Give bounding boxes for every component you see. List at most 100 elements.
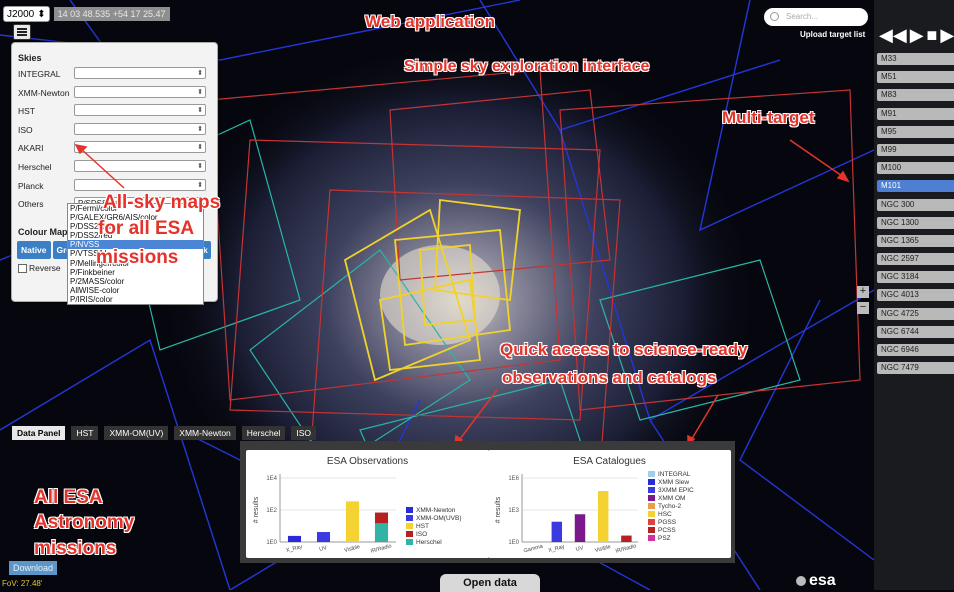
target-item[interactable]: NGC 1300 <box>877 216 954 229</box>
target-item[interactable]: M83 <box>877 89 954 102</box>
annotation-quick-1: Quick access to science-ready <box>500 340 748 359</box>
sky-row: ISO ⬍ <box>18 122 213 137</box>
back-button[interactable]: k <box>200 241 211 259</box>
y-axis-label: # results <box>495 496 502 523</box>
menu-icon[interactable] <box>13 24 31 40</box>
sky-row: Herschel ⬍ <box>18 160 213 174</box>
sky-row-label: HST <box>18 106 35 117</box>
tab-iso[interactable]: ISO <box>291 426 316 440</box>
target-item[interactable]: M95 <box>877 125 954 138</box>
sky-select[interactable]: ⬍ <box>74 104 206 117</box>
open-data-tab[interactable]: Open data <box>440 574 540 592</box>
play-icon[interactable]: ▶ <box>909 24 924 45</box>
legend-label: XMM Slew <box>658 479 689 486</box>
legend-label: PSZ <box>658 535 671 542</box>
sky-row: AKARI ⬍ <box>18 141 213 155</box>
target-item[interactable]: NGC 6946 <box>877 344 954 356</box>
bar <box>551 521 563 542</box>
upload-target-list-link[interactable]: Upload target list <box>800 30 866 39</box>
target-item[interactable]: M33 <box>877 53 954 65</box>
dropdown-option[interactable]: P/Finkbeiner <box>70 267 115 277</box>
annotation-esa-2: Astronomy <box>34 512 135 533</box>
x-tick-label: IR/Radio <box>370 543 392 554</box>
bar <box>287 535 302 542</box>
checkbox-icon[interactable] <box>18 263 27 273</box>
native-button[interactable]: Native <box>17 241 51 259</box>
y-tick-label: 1E0 <box>266 540 277 546</box>
x-tick-label: Visible <box>594 544 611 554</box>
sky-select[interactable]: ⬍ <box>74 141 206 154</box>
forward-icon[interactable]: ▶ <box>940 24 954 45</box>
esa-logo: esa <box>796 572 836 590</box>
frame-value: J2000 <box>7 8 35 20</box>
sky-row-label: AKARI <box>18 143 44 154</box>
x-tick-label: X_Ray <box>548 544 566 554</box>
stepper-icon: ⬍ <box>197 70 203 77</box>
dropdown-option[interactable]: P/2MASS/color <box>70 276 125 286</box>
dropdown-option[interactable]: P/Mellinger/color <box>70 258 130 268</box>
target-item[interactable]: NGC 6744 <box>877 325 954 338</box>
target-item[interactable]: NGC 300 <box>877 198 954 211</box>
legend-swatch <box>648 519 655 525</box>
target-item[interactable]: NGC 3184 <box>877 271 954 284</box>
target-item[interactable]: M91 <box>877 107 954 120</box>
bar <box>621 535 632 542</box>
legend-swatch <box>648 495 655 501</box>
legend-swatch <box>648 503 655 509</box>
dropdown-option[interactable]: P/Fermi/color <box>70 204 118 213</box>
download-button[interactable]: Download <box>9 561 58 575</box>
dropdown-option[interactable]: P/NVSS <box>68 240 203 250</box>
target-item[interactable]: NGC 4725 <box>877 307 954 320</box>
dropdown-option[interactable]: P/GALEX/GR6/AIS/color <box>70 213 158 223</box>
dropdown-option[interactable]: AllWISE-color <box>70 285 120 295</box>
dropdown-option[interactable]: P/IRIS/color <box>70 294 113 304</box>
tab-herschel[interactable]: Herschel <box>241 426 286 440</box>
sky-row: Planck ⬍ <box>18 178 213 193</box>
target-item[interactable]: M100 <box>877 162 954 175</box>
stop-icon[interactable]: ■ <box>926 24 938 45</box>
zoom-in-button[interactable]: + <box>857 286 869 298</box>
target-item[interactable]: NGC 2597 <box>877 253 954 266</box>
observations-chart: # results 1E0 1E2 1E4 X_Ray UV Visible IR/Radio… <box>253 474 462 555</box>
sky-select[interactable]: ⬍ <box>74 160 206 172</box>
sky-select[interactable]: ⬍ <box>74 67 206 79</box>
dropdown-option[interactable]: P/DSS2/color <box>70 222 119 232</box>
y-tick-label: 1E0 <box>508 540 519 546</box>
x-tick-label: Gamma <box>523 543 544 554</box>
target-item[interactable]: NGC 1365 <box>877 234 954 247</box>
sky-select[interactable]: ⬍ <box>74 122 206 135</box>
legend-label: XMM-OM(UVB) <box>416 515 462 522</box>
dropdown-option[interactable]: P/DSS2/red <box>70 231 113 241</box>
colour-map-label: Colour Map <box>18 227 68 237</box>
legend-label: HSC <box>658 511 672 518</box>
catalogues-chart: # results 1E0 1E3 1E6 Gamma X_Ray UV Visible IR/… <box>495 471 694 555</box>
sky-row-label: Others <box>18 199 44 210</box>
target-item[interactable]: M51 <box>877 71 954 84</box>
esa-logo-text: esa <box>809 572 836 589</box>
arrow-observations <box>456 389 498 444</box>
tab-xmm-newton[interactable]: XMM-Newton <box>174 426 236 440</box>
sky-select[interactable]: ⬍ <box>74 85 206 98</box>
target-item[interactable]: M101 <box>877 180 954 193</box>
bar <box>345 501 360 542</box>
legend-label: PCSS <box>658 527 676 534</box>
tab-xmm-om-uv-[interactable]: XMM-OM(UV) <box>104 426 169 440</box>
sky-row: XMM-Newton ⬍ <box>18 85 213 100</box>
x-tick-label: IR/Radio <box>615 543 637 554</box>
zoom-out-button[interactable]: − <box>857 302 869 314</box>
dropdown-option[interactable]: P/VTSS/Ha <box>70 249 111 259</box>
target-item[interactable]: NGC 4013 <box>877 289 954 302</box>
y-tick-label: 1E2 <box>266 508 277 514</box>
tab-data-panel[interactable]: Data Panel <box>12 426 66 440</box>
sky-select[interactable]: ⬍ <box>74 178 206 191</box>
tab-hst[interactable]: HST <box>71 426 99 440</box>
target-item[interactable]: M99 <box>877 143 954 156</box>
reverse-checkbox[interactable]: Reverse <box>18 263 61 273</box>
search-input[interactable]: Search... <box>764 8 868 26</box>
target-item[interactable]: NGC 7479 <box>877 362 954 375</box>
rewind-icon[interactable]: ◀◀ <box>879 24 907 45</box>
legend-label: XMM OM <box>658 495 685 502</box>
sky-row-label: XMM-Newton <box>18 87 70 98</box>
legend-label: Tycho-2 <box>658 503 682 510</box>
frame-select[interactable]: J2000 ⬍ <box>3 6 50 22</box>
